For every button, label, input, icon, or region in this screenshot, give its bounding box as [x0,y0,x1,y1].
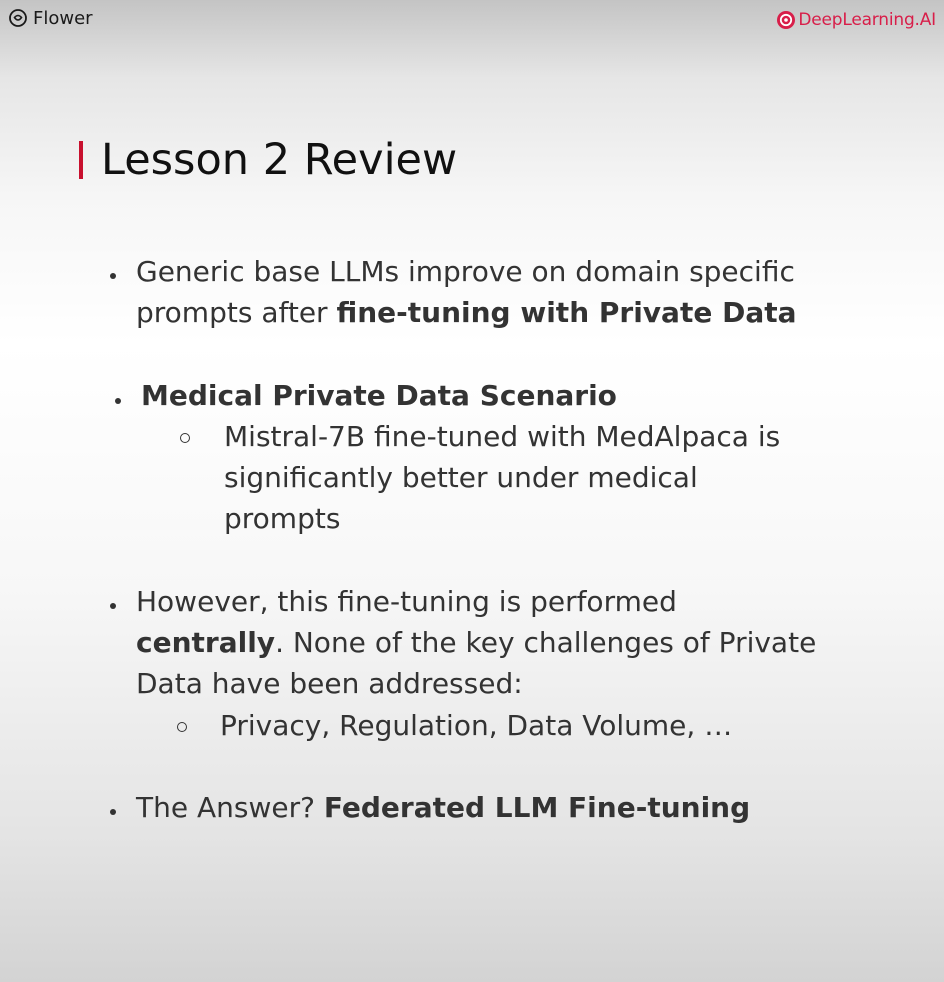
bullet-3-bold-text: centrally [136,626,276,659]
bullet-2-sub-line-1: Mistral-7B fine-tuned with MedAlpaca is [224,420,781,453]
bullet-1-normal-text: prompts after [136,296,337,329]
deeplearning-ai-brand-name: DeepLearning.AI [798,10,936,30]
slide-title: Lesson 2 Review [101,135,458,185]
bullet-1-line-1: Generic base LLMs improve on domain spec… [136,255,795,288]
bullet-1-line-2: prompts after fine-tuning with Private D… [136,292,797,333]
flower-logo: Flower [8,7,93,29]
bullet-dot [115,398,121,404]
deeplearning-ai-logo: DeepLearning.AI [776,8,936,32]
bullet-3-line-3: Data have been addressed: [136,667,523,700]
bullet-1-bold-text: fine-tuning with Private Data [336,296,797,329]
bullet-3-sub-line: Privacy, Regulation, Data Volume, … [220,709,733,742]
bullet-3-line-1: However, this fine-tuning is performed [136,585,677,618]
bullet-2-sub-line-3: prompts [224,502,341,535]
bullet-4-bold-text: Federated LLM Fine-tuning [323,791,751,824]
bullet-2-sub-line-2: significantly better under medical [224,461,698,494]
bullet-4-line: The Answer? Federated LLM Fine-tuning [136,787,750,828]
flower-icon [9,9,27,27]
title-accent-bar [79,141,83,179]
bullet-dot [110,603,116,609]
deeplearning-ai-icon [777,11,796,29]
bullet-dot [110,273,116,279]
bullet-2-heading: Medical Private Data Scenario [141,379,617,412]
bullet-3-normal-text: . None of the key challenges of Private [275,626,817,659]
sub-bullet-circle [180,433,190,443]
sub-bullet-circle [177,722,187,732]
bullet-4-normal-text: The Answer? [136,791,324,824]
bullet-dot [110,809,116,815]
flower-brand-name: Flower [33,7,93,29]
bullet-3-line-2: centrally. None of the key challenges of… [136,622,816,663]
